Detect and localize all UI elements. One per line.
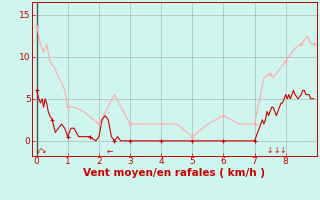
Text: ↓: ↓ <box>267 146 273 155</box>
Text: ←: ← <box>107 146 113 155</box>
Text: ↘: ↘ <box>40 146 47 155</box>
Text: ↓: ↓ <box>273 146 280 155</box>
Text: ↓: ↓ <box>279 146 286 155</box>
X-axis label: Vent moyen/en rafales ( km/h ): Vent moyen/en rafales ( km/h ) <box>84 168 265 178</box>
Text: ↙: ↙ <box>36 146 42 155</box>
